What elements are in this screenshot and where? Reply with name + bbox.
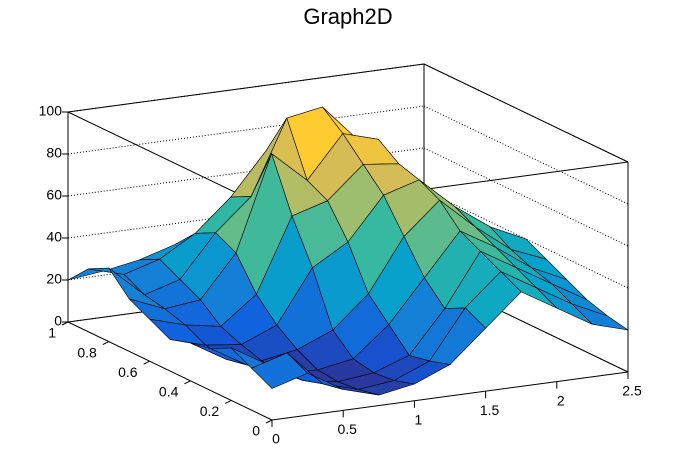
y-tick bbox=[224, 399, 232, 404]
box-edge bbox=[423, 63, 629, 163]
y-tick-label: 1 bbox=[48, 325, 56, 341]
y-tick bbox=[143, 360, 150, 365]
z-tick-label: 80 bbox=[46, 145, 62, 161]
y-tick bbox=[102, 341, 110, 346]
x-tick-label: 0 bbox=[272, 431, 280, 447]
x-tick-label: 2 bbox=[557, 392, 565, 408]
z-tick-label: 0 bbox=[54, 313, 62, 329]
z-tick-label: 60 bbox=[46, 187, 62, 203]
y-tick-label: 0.2 bbox=[200, 403, 220, 419]
y-axis bbox=[67, 321, 273, 421]
y-tick-label: 0.6 bbox=[118, 364, 138, 380]
z-tick-label: 100 bbox=[39, 103, 63, 119]
surface-cell bbox=[251, 352, 309, 389]
z-tick-label: 40 bbox=[46, 229, 62, 245]
chart-title: Graph2D bbox=[303, 4, 392, 29]
y-tick-label: 0.4 bbox=[159, 384, 179, 400]
y-tick bbox=[184, 380, 191, 385]
x-tick-label: 0.5 bbox=[337, 421, 357, 437]
x-tick-label: 1 bbox=[415, 412, 423, 428]
box-edge bbox=[67, 63, 425, 113]
y-tick bbox=[265, 419, 273, 424]
z-tick-label: 20 bbox=[46, 271, 62, 287]
x-tick-label: 1.5 bbox=[480, 402, 500, 418]
y-tick bbox=[61, 321, 69, 326]
y-tick-label: 0.8 bbox=[77, 344, 97, 360]
y-tick-label: 0 bbox=[252, 423, 260, 439]
x-axis bbox=[271, 371, 629, 421]
x-tick-label: 2.5 bbox=[622, 383, 642, 399]
